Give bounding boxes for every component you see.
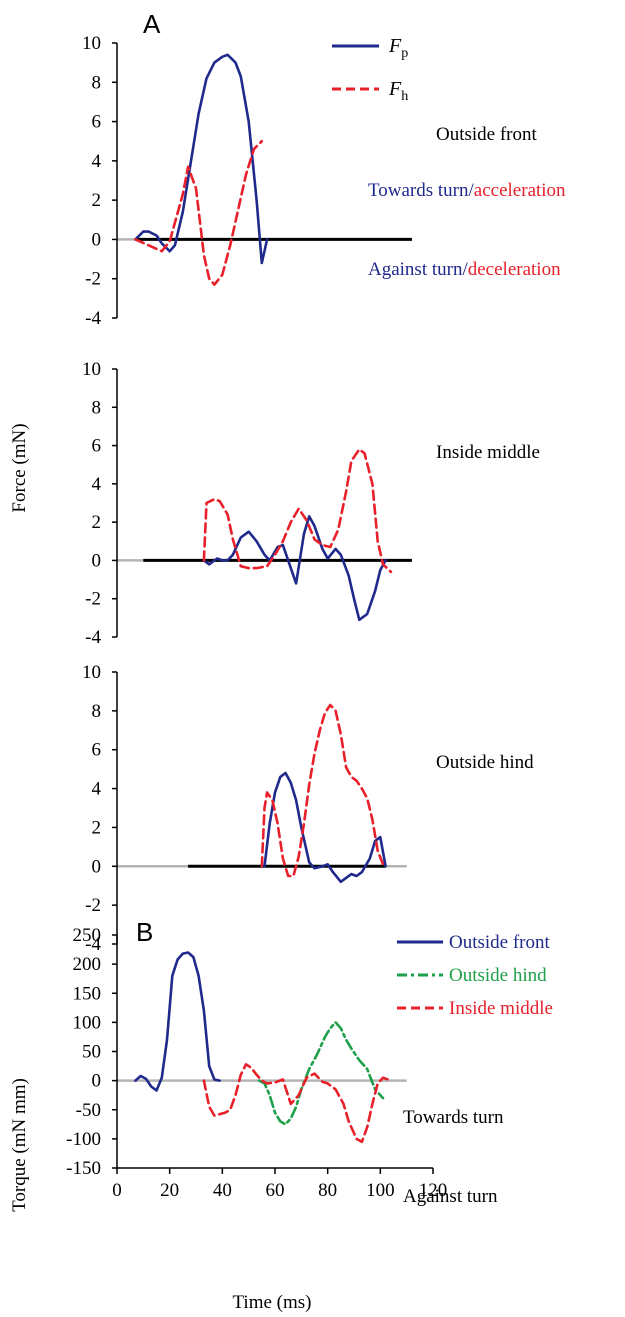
- y-tick-label: 2: [92, 512, 102, 533]
- y-tick-label: 8: [92, 72, 102, 93]
- annotation-towards-turn-torque: Towards turn: [403, 1107, 504, 1128]
- panel-outside-hind: Outside hind 10 8 6 4 2 0 -2 -4: [82, 662, 534, 955]
- x-axis-label: Time (ms): [232, 1292, 311, 1313]
- panel-torque: B Outside front Outside hind Inside midd…: [66, 917, 553, 1207]
- y-tick-label: -4: [85, 308, 101, 329]
- y-tick-label: 4: [92, 474, 102, 495]
- y-tick-label: 0: [92, 550, 102, 571]
- y-tick-label: -4: [85, 934, 101, 955]
- legend-fh-subscript: h: [401, 89, 408, 104]
- legend-outside-hind-label: Outside hind: [449, 965, 547, 986]
- series-line-outside-front: [134, 951, 221, 1092]
- legend-force: Fp Fh: [332, 35, 408, 104]
- y-tick-label: 2: [92, 817, 102, 838]
- annotation-acceleration: acceleration: [474, 180, 566, 201]
- y-axis-label-torque: Torque (mN mm): [9, 1078, 30, 1212]
- y-tick-label: 50: [82, 1042, 101, 1063]
- y-tick-label: 250: [73, 925, 102, 946]
- y-tick-label: -2: [85, 589, 101, 610]
- annotation-deceleration: deceleration: [468, 259, 561, 280]
- y-tick-label: -50: [76, 1100, 101, 1121]
- y-tick-label: 0: [92, 229, 102, 250]
- panel-title-outside-hind: Outside hind: [436, 752, 534, 773]
- panel-outside-front: A Fp Fh Outside front Towards turn/accel…: [82, 9, 566, 329]
- y-tick-label: -2: [85, 269, 101, 290]
- series-line-f-p: [263, 771, 387, 884]
- y-tick-label: -100: [66, 1129, 101, 1150]
- x-tick-label: 20: [160, 1180, 179, 1201]
- x-tick-label: 80: [318, 1180, 337, 1201]
- x-tick-label: 0: [112, 1180, 122, 1201]
- y-tick-label: 150: [73, 983, 102, 1004]
- legend-fp-symbol: F: [388, 35, 402, 57]
- annotation-against: Against turn/deceleration: [368, 259, 561, 280]
- y-tick-label: 8: [92, 397, 102, 418]
- y-tick-label: 10: [82, 33, 101, 54]
- x-tick-label: 40: [213, 1180, 232, 1201]
- legend-fh-symbol: F: [388, 78, 402, 100]
- y-tick-label: 200: [73, 954, 102, 975]
- panel-label-b: B: [136, 917, 153, 947]
- panel-label-a: A: [143, 9, 161, 39]
- legend-inside-middle-label: Inside middle: [449, 998, 553, 1019]
- legend-fp-label: Fp: [388, 35, 408, 61]
- series-line-f-p: [202, 515, 387, 622]
- annotation-against-turn: Against turn: [368, 259, 463, 280]
- annotation-against-turn-torque: Against turn: [403, 1186, 498, 1207]
- y-tick-label: 6: [92, 436, 102, 457]
- y-tick-label: 4: [92, 151, 102, 172]
- y-tick-label: 6: [92, 112, 102, 133]
- y-tick-label: -150: [66, 1158, 101, 1179]
- x-tick-label: 120: [419, 1180, 448, 1201]
- annotation-separator: /: [469, 180, 475, 201]
- series-line-f-h: [134, 139, 264, 286]
- y-tick-label: 6: [92, 740, 102, 761]
- series-line-f-p: [134, 53, 269, 265]
- y-tick-label: -2: [85, 895, 101, 916]
- y-tick-label: 10: [82, 662, 101, 683]
- y-tick-label: 8: [92, 701, 102, 722]
- annotation-separator: /: [462, 259, 468, 280]
- y-tick-label: 4: [92, 779, 102, 800]
- y-tick-label: 10: [82, 359, 101, 380]
- y-tick-label: 2: [92, 190, 102, 211]
- y-axis-label-force: Force (mN): [9, 423, 30, 512]
- y-tick-label: 0: [92, 856, 102, 877]
- panel-inside-middle: Inside middle 10 8 6 4 2 0 -2 -4: [82, 359, 540, 648]
- series-line-f-h: [202, 448, 393, 574]
- x-tick-label: 60: [266, 1180, 285, 1201]
- series-line-inside-middle: [202, 1063, 393, 1144]
- series-line-f-h: [260, 703, 387, 878]
- series-line-outside-hind: [257, 1021, 385, 1126]
- annotation-towards: Towards turn/acceleration: [368, 180, 566, 201]
- y-tick-label: -4: [85, 627, 101, 648]
- y-tick-label: 100: [73, 1012, 102, 1033]
- panel-title-inside-middle: Inside middle: [436, 442, 540, 463]
- x-tick-label: 100: [366, 1180, 395, 1201]
- panel-title-outside-front: Outside front: [436, 124, 538, 145]
- legend-fp-subscript: p: [401, 46, 408, 61]
- legend-outside-front-label: Outside front: [449, 932, 551, 953]
- legend-fh-label: Fh: [388, 78, 408, 104]
- y-tick-label: 0: [92, 1071, 102, 1092]
- annotation-towards-turn: Towards turn: [368, 180, 469, 201]
- legend-torque: Outside front Outside hind Inside middle: [397, 932, 553, 1019]
